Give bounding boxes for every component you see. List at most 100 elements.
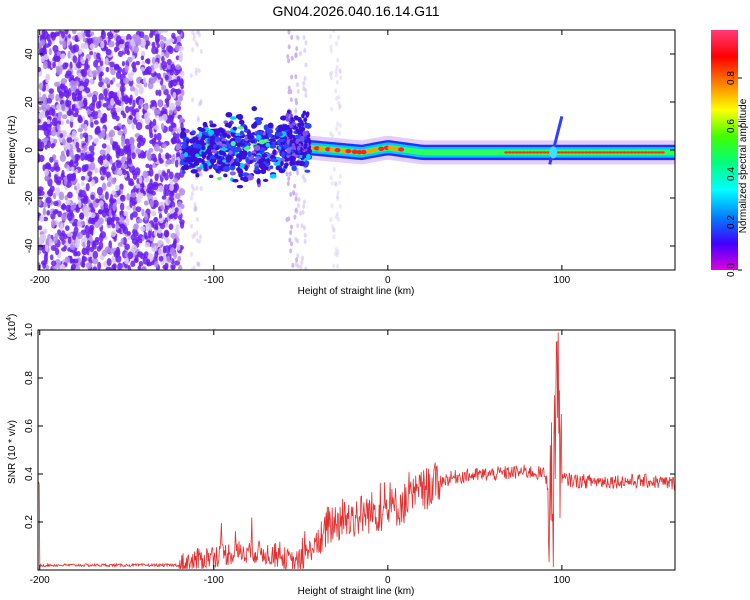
noise-column-speckle [289,230,293,236]
noise-speckle [162,245,167,254]
noise-column-speckle [290,74,294,80]
noise-speckle [39,214,45,223]
noise-speckle [94,127,101,134]
noise-column-speckle [293,214,297,220]
noise-speckle [53,200,59,206]
noise-speckle [86,153,93,162]
noise-column-speckle [334,68,338,74]
noise-speckle [130,142,135,151]
noise-speckle [98,217,104,225]
noise-speckle [105,66,110,73]
noise-speckle [70,265,74,270]
carrier-peak [504,151,509,154]
noise-speckle [56,85,61,93]
cluster-speckle [271,158,277,163]
noise-speckle [111,223,116,229]
noise-speckle [138,139,145,147]
noise-speckle [126,231,132,236]
carrier-peak [629,151,634,154]
noise-speckle [124,64,129,73]
carrier-peak [318,146,325,151]
noise-speckle [72,172,77,180]
noise-speckle [63,163,69,169]
noise-speckle [44,175,50,181]
noise-speckle [115,82,122,88]
noise-speckle [165,237,171,244]
noise-speckle [164,51,170,59]
noise-speckle [61,213,68,222]
noise-speckle [110,68,116,76]
carrier-peak [650,151,655,154]
noise-speckle [102,113,108,120]
cluster-speckle [236,126,244,130]
noise-speckle [58,191,65,201]
noise-column-speckle [290,34,294,40]
noise-speckle [46,210,51,216]
noise-speckle [113,46,118,53]
spectrogram-x-label: Height of straight line (km) [298,286,415,297]
noise-speckle [158,185,164,193]
noise-column-speckle [335,95,339,101]
cluster-speckle [180,144,187,149]
noise-speckle [57,111,63,117]
noise-speckle [145,163,150,169]
noise-speckle [153,133,158,141]
noise-speckle [48,238,53,247]
noise-speckle [106,216,113,225]
noise-speckle [123,210,129,217]
cluster-speckle [189,163,197,168]
noise-speckle [150,210,157,217]
plume-speckle [285,116,290,122]
snr-x-ticks: -200 -100 0 100 [30,330,571,586]
noise-speckle [45,123,52,132]
noise-speckle [155,89,159,96]
noise-speckle [44,168,50,177]
noise-column-speckle [296,88,300,94]
colorbar-tick-label: 0.0 [726,263,737,277]
colorbar-scale [711,30,738,270]
noise-speckle [134,167,141,176]
noise-speckle [163,188,167,197]
noise-column-speckle [302,35,306,41]
noise-speckle [56,51,62,56]
noise-speckle [38,140,43,149]
noise-speckle [169,79,174,88]
noise-speckle [140,225,146,232]
noise-speckle [61,30,66,39]
noise-column-speckle [287,85,291,91]
noise-column-speckle [192,265,196,270]
cluster-speckle [197,126,203,131]
noise-speckle [51,117,58,127]
carrier-peak [507,151,512,154]
carrier-peak [570,151,575,154]
noise-speckle [153,61,159,69]
noise-column-speckle [338,180,342,186]
noise-speckle [135,60,141,66]
noise-speckle [153,216,158,223]
noise-speckle [141,267,147,270]
noise-speckle [115,70,122,80]
noise-speckle [81,181,85,187]
noise-speckle [123,126,127,135]
noise-speckle [83,84,88,91]
noise-speckle [111,264,116,270]
noise-speckle [102,182,107,191]
noise-column-speckle [294,52,298,58]
noise-speckle [178,264,183,270]
cluster-speckle [220,147,228,151]
noise-speckle [162,113,168,122]
noise-speckle [109,61,115,68]
cluster-speckle [206,155,211,160]
noise-column-speckle [198,170,202,176]
cluster-speckle [247,151,252,157]
noise-column-speckle [303,225,307,231]
noise-column-speckle [330,224,334,230]
noise-speckle [43,54,49,61]
noise-speckle [106,258,112,266]
noise-column-speckle [196,115,200,121]
noise-column-speckle [332,234,336,240]
cluster-speckle [238,155,247,160]
noise-column-speckle [199,171,203,177]
plume-speckle [303,131,308,137]
carrier-peak [356,149,363,155]
